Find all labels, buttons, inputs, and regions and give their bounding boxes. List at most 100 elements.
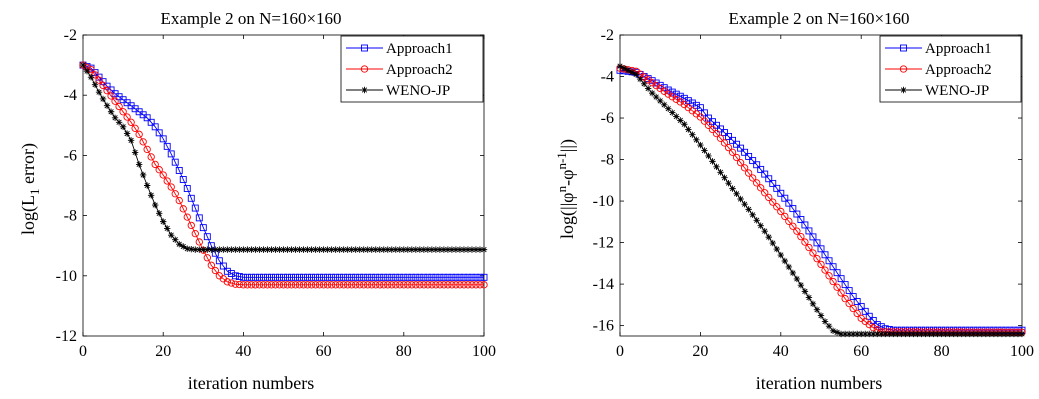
legend-marker: [899, 65, 908, 73]
data-point: [95, 76, 103, 84]
data-point: [978, 330, 985, 338]
data-point: [946, 330, 953, 338]
data-point: [781, 257, 789, 265]
x-tick-label: 0: [79, 343, 87, 360]
x-tick-label: 100: [1010, 343, 1034, 360]
data-point: [291, 281, 300, 289]
data-point: [869, 316, 877, 324]
data-point: [119, 123, 127, 131]
data-point: [898, 330, 905, 338]
data-point: [199, 224, 207, 232]
data-point: [753, 179, 761, 187]
data-point: [729, 136, 737, 144]
data-point: [833, 269, 841, 277]
data-point: [163, 142, 171, 150]
data-point: [817, 245, 825, 253]
data-point: [188, 245, 195, 253]
data-point: [239, 281, 248, 289]
data-point: [809, 233, 817, 241]
data-point: [83, 67, 91, 75]
data-point: [396, 281, 404, 289]
data-point: [159, 135, 167, 143]
data-point: [428, 273, 436, 281]
data-point: [336, 273, 344, 281]
data-point: [737, 144, 745, 152]
y-tick-label: -6: [64, 147, 77, 164]
data-point: [805, 227, 813, 235]
data-point: [340, 273, 348, 281]
data-point: [906, 330, 913, 338]
data-point: [849, 304, 857, 313]
data-point: [408, 281, 416, 289]
series-approach1: [79, 61, 488, 281]
data-point: [404, 273, 412, 281]
data-point: [954, 330, 961, 338]
data-point: [267, 281, 276, 289]
data-point: [661, 101, 668, 109]
data-point: [676, 98, 684, 106]
data-point: [974, 330, 981, 338]
data-point: [420, 281, 428, 289]
data-point: [849, 293, 857, 301]
data-point: [669, 109, 676, 116]
data-point: [444, 246, 452, 253]
data-point: [227, 270, 235, 277]
data-point: [296, 246, 303, 253]
y-tick-label: -16: [593, 318, 614, 335]
data-point: [151, 160, 159, 169]
data-point: [744, 169, 753, 177]
y-tick-label: -12: [593, 235, 614, 252]
data-point: [203, 254, 211, 262]
data-point: [652, 93, 660, 101]
data-point: [456, 246, 464, 253]
data-point: [416, 281, 424, 289]
data-point: [324, 246, 331, 253]
data-point: [717, 125, 724, 133]
data-point: [785, 199, 793, 207]
legend-marker: [900, 86, 907, 94]
y-tick-label: -10: [56, 268, 77, 285]
data-point: [729, 185, 736, 192]
data-point: [781, 194, 789, 202]
data-point: [183, 213, 191, 221]
data-point: [103, 87, 111, 95]
data-point: [340, 246, 347, 253]
data-point: [728, 148, 737, 156]
data-point: [857, 302, 865, 310]
data-point: [460, 273, 468, 281]
data-point: [480, 246, 488, 253]
data-point: [460, 246, 468, 253]
data-point: [829, 277, 837, 286]
data-point: [400, 281, 408, 289]
data-point: [966, 330, 973, 338]
data-point: [231, 272, 239, 280]
data-point: [938, 330, 945, 338]
data-point: [452, 281, 460, 289]
data-point: [380, 273, 388, 281]
data-point: [87, 65, 95, 74]
data-point: [408, 273, 416, 281]
series-approach2: [79, 61, 488, 289]
data-point: [736, 159, 745, 167]
data-point: [139, 171, 147, 179]
data-point: [388, 281, 396, 289]
data-point: [793, 227, 801, 235]
data-point: [279, 281, 288, 289]
data-point: [769, 179, 777, 187]
data-point: [211, 266, 219, 275]
data-point: [272, 246, 279, 253]
data-point: [239, 273, 247, 281]
data-point: [143, 145, 151, 154]
data-point: [636, 75, 644, 83]
data-point: [224, 246, 231, 253]
data-point: [99, 95, 107, 103]
data-point: [131, 149, 139, 156]
data-point: [672, 90, 680, 98]
data-point: [624, 67, 632, 74]
x-tick-label: 100: [472, 343, 496, 360]
data-point: [231, 280, 240, 288]
data-point: [264, 273, 271, 281]
data-point: [681, 121, 688, 128]
data-point: [456, 281, 464, 289]
data-point: [440, 281, 448, 289]
